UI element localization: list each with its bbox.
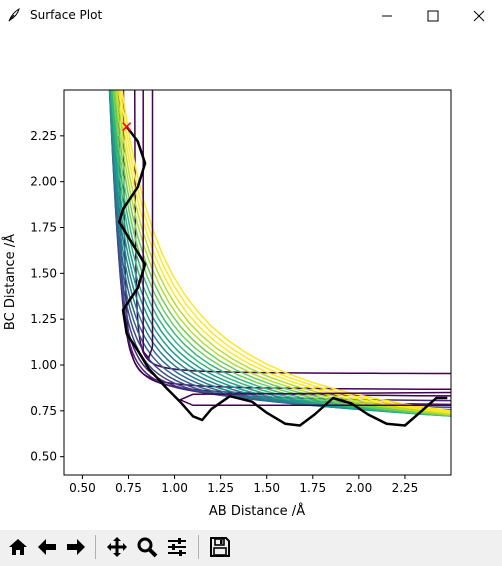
axes-frame bbox=[63, 89, 452, 476]
floppy-disk-icon bbox=[210, 537, 230, 557]
minimize-icon bbox=[382, 15, 392, 17]
feather-icon bbox=[8, 7, 20, 22]
zoom-button[interactable] bbox=[134, 534, 160, 560]
x-tick-label: 2.00 bbox=[345, 481, 372, 495]
home-icon bbox=[9, 539, 27, 555]
x-axis-label: AB Distance /Å bbox=[209, 503, 305, 519]
move-icon bbox=[107, 537, 127, 557]
y-tick-label: 1.25 bbox=[30, 312, 57, 326]
contour-line bbox=[121, 90, 451, 412]
contour-chart[interactable]: 0.50 0.75 1.00 1.25 1.50 1.75 2.00 2.25 0.50 0.7… bbox=[0, 31, 502, 530]
back-button[interactable] bbox=[34, 534, 60, 560]
contour-line bbox=[142, 90, 154, 360]
arrow-left-icon bbox=[38, 539, 56, 555]
contour-line bbox=[109, 90, 451, 413]
x-tick-label: 1.50 bbox=[253, 481, 280, 495]
y-axis: 0.50 0.75 1.00 1.25 1.50 1.75 2.00 2.25 bbox=[30, 129, 64, 464]
x-tick-label: 1.75 bbox=[299, 481, 326, 495]
contour-line bbox=[110, 90, 451, 417]
title-bar: Surface Plot bbox=[0, 0, 502, 31]
contour-line bbox=[178, 391, 451, 407]
y-tick-label: 1.75 bbox=[30, 221, 57, 235]
contour-line bbox=[133, 90, 451, 375]
y-tick-label: 0.50 bbox=[30, 450, 57, 464]
x-tick-label: 2.25 bbox=[392, 481, 419, 495]
x-axis: 0.50 0.75 1.00 1.25 1.50 1.75 2.00 2.25 bbox=[69, 475, 418, 495]
trajectory-line bbox=[118, 125, 448, 427]
window-title: Surface Plot bbox=[30, 8, 103, 22]
y-tick-label: 1.50 bbox=[30, 266, 57, 280]
x-tick-label: 0.50 bbox=[69, 481, 96, 495]
trajectory-layer bbox=[118, 122, 448, 427]
contour-line bbox=[112, 90, 451, 406]
navigation-toolbar bbox=[0, 530, 502, 566]
subplots-button[interactable] bbox=[164, 534, 190, 560]
x-tick-label: 0.75 bbox=[115, 481, 142, 495]
home-button[interactable] bbox=[5, 534, 31, 560]
contour-line bbox=[116, 90, 451, 415]
pan-button[interactable] bbox=[104, 534, 130, 560]
contour-line bbox=[110, 90, 451, 411]
arrow-right-icon bbox=[67, 539, 85, 555]
maximize-button[interactable] bbox=[410, 0, 456, 31]
y-tick-label: 2.00 bbox=[30, 175, 57, 189]
save-button[interactable] bbox=[207, 534, 233, 560]
minimize-button[interactable] bbox=[364, 0, 410, 31]
close-icon bbox=[473, 10, 485, 22]
toolbar-separator bbox=[198, 535, 199, 559]
sliders-icon bbox=[168, 538, 186, 556]
start-marker bbox=[122, 122, 132, 132]
toolbar-separator bbox=[95, 535, 96, 559]
figure-canvas[interactable]: 0.50 0.75 1.00 1.25 1.50 1.75 2.00 2.25 0.50 0.7… bbox=[0, 31, 502, 530]
contour-lines bbox=[108, 90, 451, 417]
x-tick-label: 1.25 bbox=[207, 481, 234, 495]
contour-line bbox=[109, 90, 451, 417]
y-tick-label: 0.75 bbox=[30, 404, 57, 418]
x-tick-label: 1.00 bbox=[161, 481, 188, 495]
magnifier-icon bbox=[137, 537, 158, 558]
y-tick-label: 2.25 bbox=[30, 129, 57, 143]
forward-button[interactable] bbox=[63, 534, 89, 560]
contour-line bbox=[118, 90, 451, 397]
y-axis-label: BC Distance /Å bbox=[2, 234, 18, 330]
contour-line bbox=[117, 90, 451, 414]
contour-line bbox=[119, 90, 451, 413]
contour-line bbox=[111, 90, 451, 409]
close-button[interactable] bbox=[456, 0, 502, 31]
maximize-icon bbox=[427, 10, 439, 22]
y-tick-label: 1.00 bbox=[30, 358, 57, 372]
contour-line bbox=[115, 90, 451, 402]
contour-line bbox=[112, 90, 451, 417]
contour-line bbox=[122, 90, 451, 391]
